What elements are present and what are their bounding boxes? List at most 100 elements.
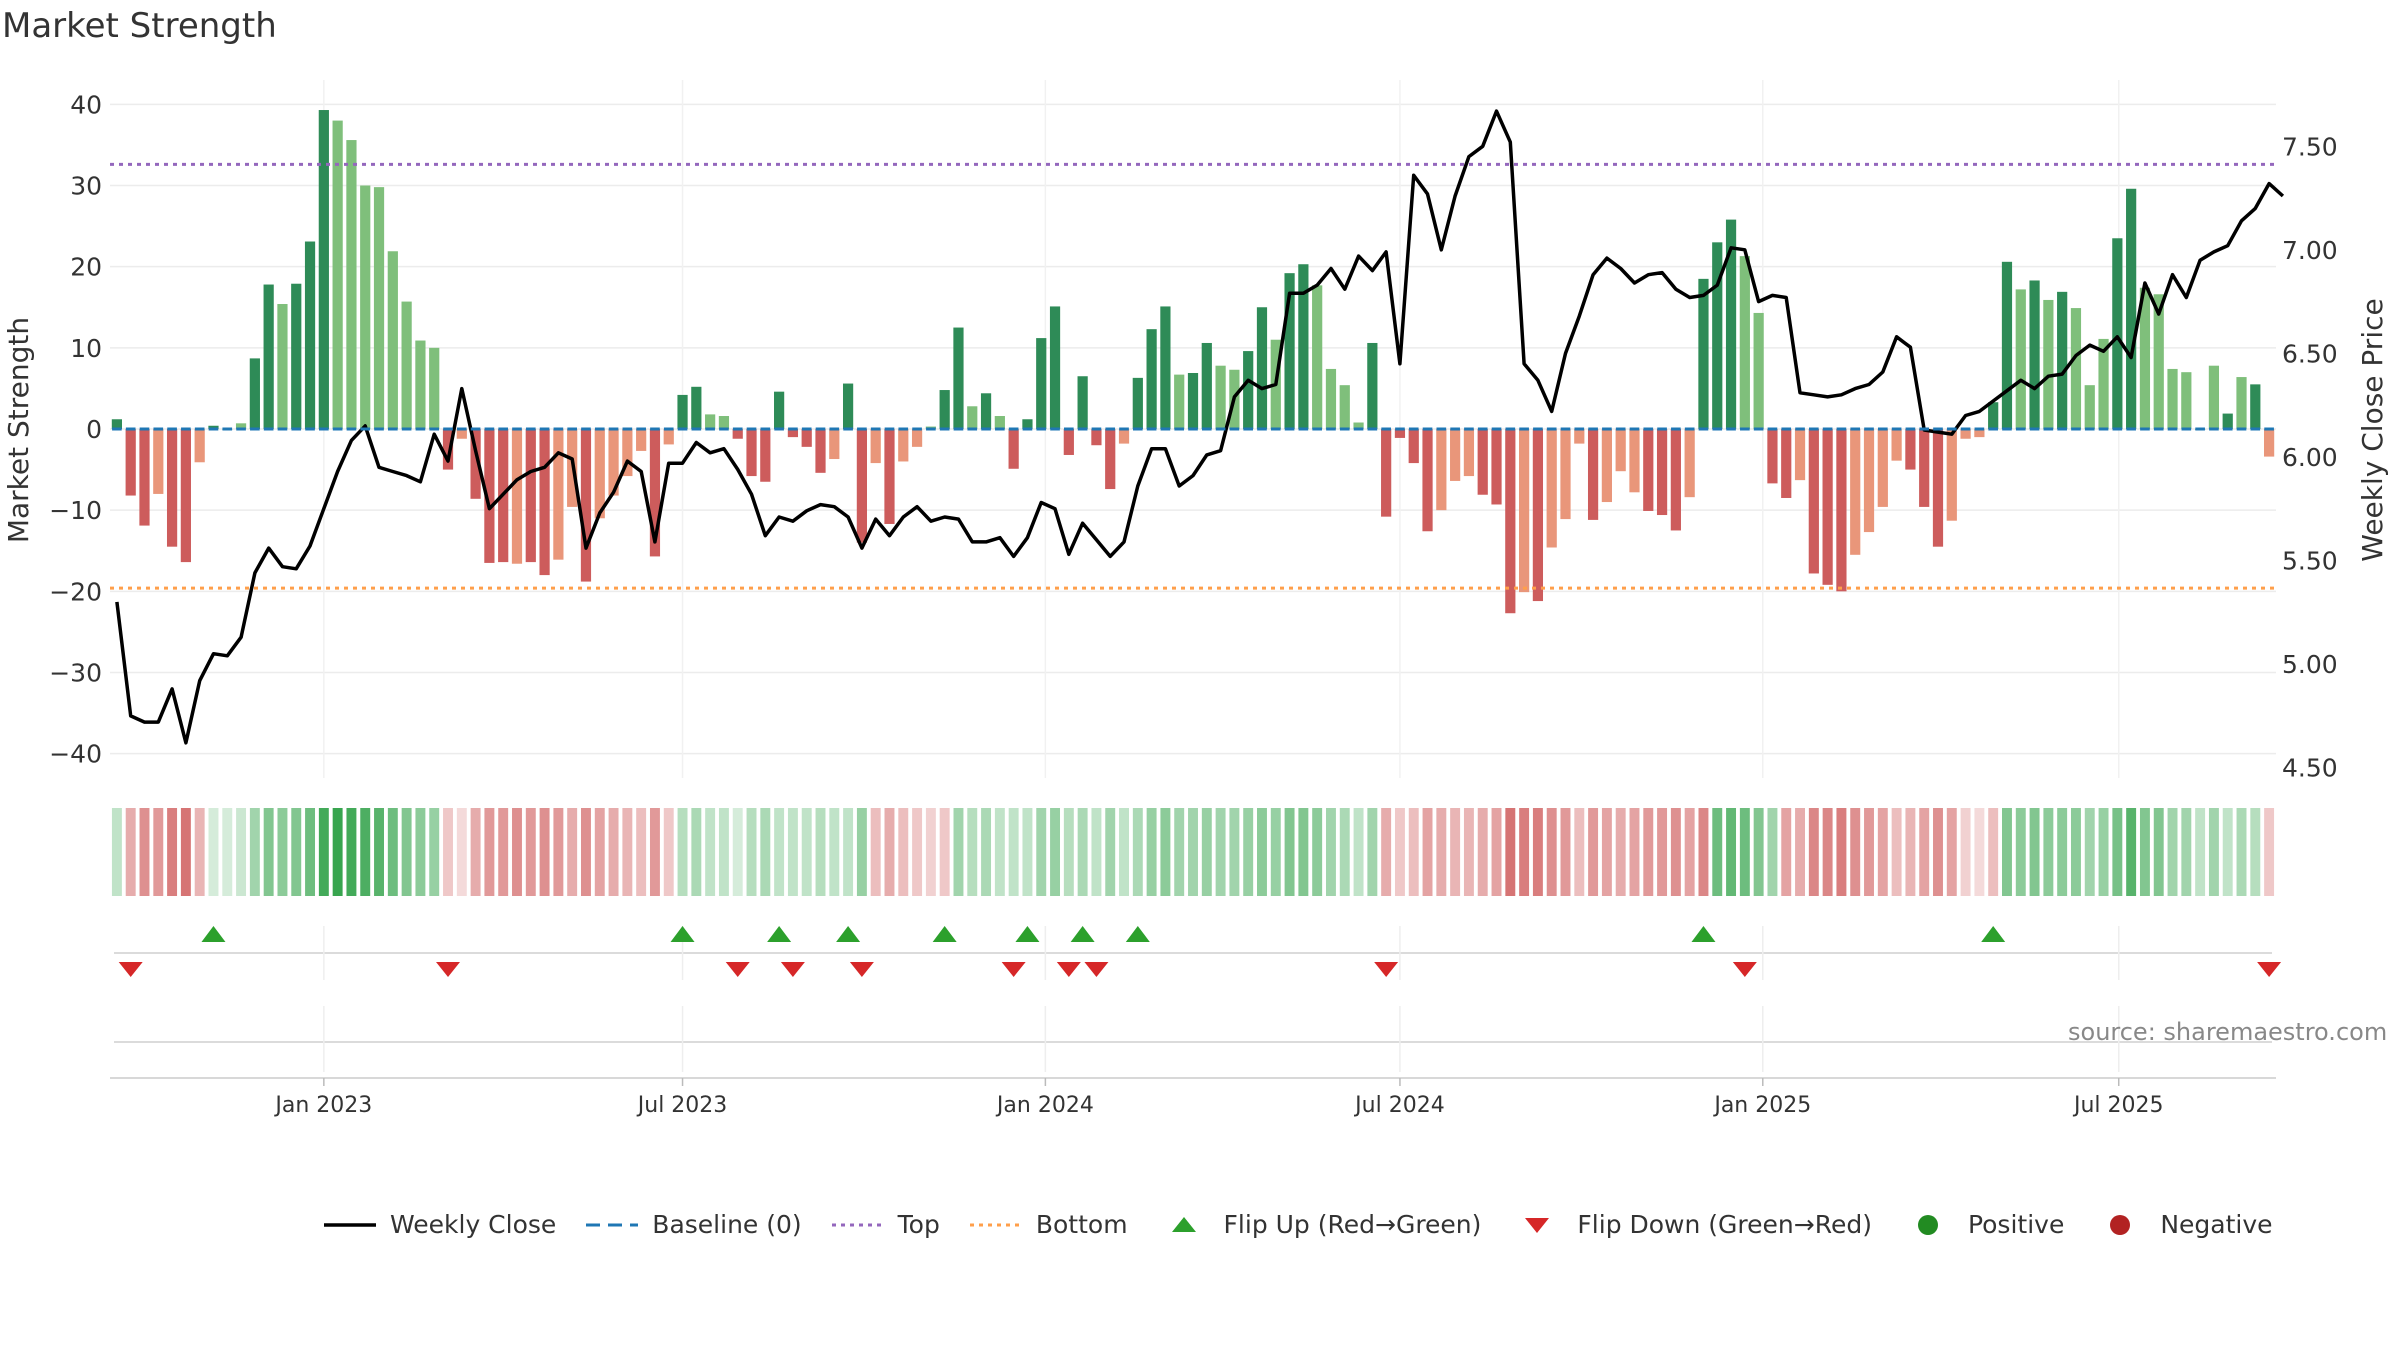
y-right-tick-label: 5.50 bbox=[2282, 547, 2338, 576]
heat-cell bbox=[1546, 808, 1557, 896]
strength-bar bbox=[967, 406, 978, 429]
heat-cell bbox=[760, 808, 771, 896]
flip-down-marker bbox=[849, 962, 874, 977]
legend-item-flip_down: Flip Down (Green→Red) bbox=[1507, 1210, 1872, 1239]
heat-cell bbox=[1684, 808, 1695, 896]
legend-label: Weekly Close bbox=[390, 1210, 557, 1239]
legend-item-bottom: Bottom bbox=[966, 1210, 1128, 1239]
strength-bar bbox=[1850, 429, 1861, 555]
x-tick-label: Jul 2023 bbox=[636, 1093, 728, 1118]
strength-bar bbox=[1477, 429, 1488, 495]
flip-down-marker bbox=[2257, 962, 2282, 977]
strength-bar bbox=[1491, 429, 1502, 505]
flip-up-marker bbox=[1070, 926, 1095, 942]
strength-bar bbox=[1243, 351, 1254, 429]
strength-bar bbox=[939, 390, 950, 429]
strength-bar bbox=[691, 386, 702, 429]
strength-bar bbox=[1794, 429, 1806, 481]
heat-cell bbox=[1988, 808, 1999, 896]
flip-down-marker bbox=[118, 962, 143, 977]
legend-swatch-flip_down bbox=[1507, 1212, 1567, 1238]
strength-bar bbox=[622, 429, 633, 477]
heat-cell bbox=[732, 808, 743, 896]
heat-cell bbox=[718, 808, 729, 896]
strength-bar bbox=[415, 340, 426, 429]
strength-bar bbox=[2222, 413, 2233, 429]
strength-bar bbox=[401, 301, 412, 429]
strength-bar bbox=[153, 429, 164, 494]
heat-cell bbox=[2126, 808, 2137, 896]
strength-bar bbox=[2181, 372, 2192, 429]
heat-cell bbox=[305, 808, 316, 896]
heat-cell bbox=[277, 808, 288, 896]
heat-cell bbox=[2250, 808, 2261, 896]
strength-bar bbox=[2098, 338, 2109, 429]
flip-down-marker bbox=[1001, 962, 1026, 977]
strength-bar bbox=[2084, 385, 2095, 429]
heat-cell bbox=[1312, 808, 1323, 896]
heat-cell bbox=[484, 808, 495, 896]
heat-cell bbox=[1726, 808, 1737, 896]
heat-cell bbox=[1422, 808, 1433, 896]
strength-bar bbox=[373, 187, 385, 429]
heat-cell bbox=[1795, 808, 1805, 896]
strength-bar bbox=[663, 429, 674, 445]
flip-up-marker bbox=[1981, 926, 2006, 942]
strength-bar bbox=[125, 429, 136, 496]
strength-bar bbox=[911, 429, 923, 447]
heat-cell bbox=[1836, 808, 1847, 896]
strength-bar bbox=[1450, 429, 1461, 481]
axes: −40 −30 −20 −10 0 10 20 30 40 4.50 5.00 5.50 6.00 6.5… bbox=[2, 90, 2389, 1118]
strength-bar bbox=[594, 429, 605, 519]
heat-cell bbox=[346, 808, 357, 896]
strength-bar bbox=[291, 283, 302, 429]
strength-bar bbox=[1132, 377, 1143, 429]
strength-bar bbox=[1960, 429, 1971, 439]
strength-bar bbox=[1836, 429, 1847, 592]
strength-bar bbox=[829, 429, 840, 460]
strength-bar bbox=[898, 429, 909, 462]
heat-cell bbox=[512, 808, 522, 896]
strength-bar bbox=[1684, 429, 1695, 498]
strength-bar bbox=[180, 429, 191, 563]
heat-cell bbox=[622, 808, 633, 896]
heat-cell bbox=[1974, 808, 1985, 896]
strength-bar bbox=[484, 429, 495, 563]
legend-swatch-flip_up bbox=[1154, 1212, 1214, 1238]
heat-cell bbox=[663, 808, 674, 896]
heat-cell bbox=[1781, 808, 1792, 896]
strength-bar bbox=[1863, 429, 1875, 533]
heat-cell bbox=[939, 808, 950, 896]
heat-cell bbox=[1891, 808, 1902, 896]
flip-up-marker bbox=[1691, 926, 1716, 942]
legend-item-flip_up: Flip Up (Red→Green) bbox=[1154, 1210, 1481, 1239]
heat-cell bbox=[1257, 808, 1267, 896]
heat-cell bbox=[967, 808, 978, 896]
strength-bar bbox=[718, 416, 730, 429]
strength-bar bbox=[1629, 429, 1640, 493]
x-tick-label: Jan 2023 bbox=[273, 1093, 372, 1118]
strength-bar bbox=[139, 429, 150, 526]
heat-cell bbox=[1877, 808, 1888, 896]
strength-bar bbox=[2236, 377, 2247, 429]
heat-cell bbox=[1243, 808, 1254, 896]
strength-bar bbox=[1367, 342, 1378, 429]
heat-cell bbox=[415, 808, 426, 896]
strength-bar bbox=[953, 327, 964, 429]
heat-cell bbox=[581, 808, 591, 896]
strength-bar bbox=[774, 391, 785, 429]
strength-bar bbox=[511, 429, 523, 564]
heat-cell bbox=[1477, 808, 1488, 896]
heat-cell bbox=[691, 808, 702, 896]
legend-swatch-negative bbox=[2090, 1212, 2150, 1238]
flip-down-marker bbox=[436, 962, 461, 977]
heat-cell bbox=[884, 808, 895, 896]
strength-bar bbox=[580, 429, 592, 582]
strength-bar bbox=[1408, 429, 1419, 464]
strength-bar bbox=[1532, 429, 1544, 602]
heat-cell bbox=[2057, 808, 2068, 896]
y-tick-label: 20 bbox=[70, 253, 102, 282]
strength-bar bbox=[1905, 429, 1916, 470]
y-tick-label: −40 bbox=[49, 740, 102, 769]
strength-bar bbox=[1574, 429, 1585, 444]
